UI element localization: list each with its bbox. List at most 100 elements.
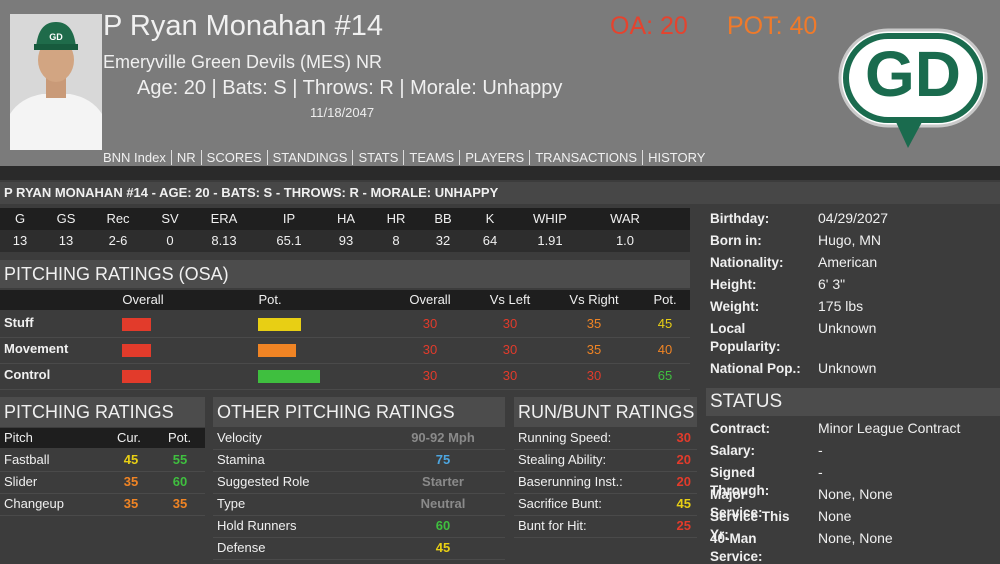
info-label: Major Service: [710, 487, 763, 520]
rating-label: Suggested Role [217, 474, 310, 489]
nav-link[interactable]: TEAMS [403, 150, 455, 165]
rating-value: 65 [657, 368, 673, 383]
nav-bar: BNN Index NR SCORES STANDINGS STATS TEAMS PLAY… [103, 150, 706, 165]
stat-value: 8.13 [211, 233, 237, 248]
info-label: Birthday: [710, 211, 770, 226]
rating-value: 30 [422, 342, 438, 357]
rating-value: 30 [422, 316, 438, 331]
info-label: Weight: [710, 299, 760, 314]
info-value: - [818, 442, 823, 458]
game-date: 11/18/2047 [310, 105, 375, 120]
portrait: GD [10, 14, 102, 150]
nav-link[interactable]: NR [170, 150, 196, 165]
rating-row: Movement 30 30 35 40 [0, 338, 690, 364]
info-value: None, None [818, 486, 893, 502]
info-label: Salary: [710, 443, 756, 458]
rating-label: Type [217, 496, 246, 511]
summary-bar: P RYAN MONAHAN #14 - AGE: 20 - BATS: S -… [0, 182, 1000, 204]
column-header: Overall [409, 292, 451, 307]
rating-bar [258, 318, 301, 331]
potential-rating: POT: 40 [727, 12, 818, 40]
stat-value: 8 [392, 233, 400, 248]
info-row: Height: 6' 3" [706, 274, 1000, 296]
rating-value: 30 [676, 430, 691, 445]
stat-value: 1.91 [537, 233, 563, 248]
info-row: Major Service: None, None [706, 484, 1000, 520]
stat-value: 32 [435, 233, 451, 248]
nav-link[interactable]: TRANSACTIONS [529, 150, 638, 165]
nav-link[interactable]: STANDINGS [266, 150, 348, 165]
rating-bar [122, 370, 151, 383]
panel-title: PITCHING RATINGS [0, 397, 205, 427]
rating-value: 30 [422, 368, 438, 383]
rating-value: 20 [676, 474, 691, 489]
rating-value: 35 [586, 316, 602, 331]
info-row: Salary: - [706, 440, 1000, 462]
stat-header: G [14, 211, 26, 226]
rating-label: Running Speed: [518, 430, 612, 445]
info-row: 40-Man Service: None, None [706, 528, 1000, 564]
info-row: Contract: Minor League Contract [706, 418, 1000, 440]
info-label: 40-Man Service: [710, 531, 763, 564]
player-info: Age: 20 | Bats: S | Throws: R | Morale: … [137, 77, 563, 99]
rating-row: Baserunning Inst.: 20 [514, 472, 697, 494]
rating-value: 35 [586, 342, 602, 357]
pitch-row: Changeup 35 35 [0, 494, 205, 516]
info-row: Service This Yr: None [706, 506, 1000, 542]
rating-row: Defense 45 [213, 538, 505, 560]
stat-header: BB [434, 211, 452, 226]
stat-header: GS [56, 211, 76, 226]
stat-value: 0 [166, 233, 174, 248]
rating-label: Movement [4, 341, 69, 356]
info-value: None, None [818, 530, 893, 546]
nav-link[interactable]: SCORES [200, 150, 262, 165]
cap-logo: GD [49, 32, 63, 42]
rating-row: Stuff 30 30 35 45 [0, 312, 690, 338]
rating-row: Bunt for Hit: 25 [514, 516, 697, 538]
info-label: Service This Yr: [710, 509, 790, 542]
team-logo: GD [838, 28, 988, 148]
stat-value: 13 [58, 233, 74, 248]
stat-header: ERA [210, 211, 238, 226]
overall-rating: OA: 20 [610, 12, 688, 40]
info-label: Contract: [710, 421, 770, 436]
column-header: Vs Right [569, 292, 619, 307]
pitch-row: Fastball 45 55 [0, 450, 205, 472]
info-row: Birthday: 04/29/2027 [706, 208, 1000, 230]
rating-label: Baserunning Inst.: [518, 474, 623, 489]
stat-header: WHIP [533, 211, 567, 226]
rating-bar [122, 318, 151, 331]
info-row: National Pop.: Unknown [706, 358, 1000, 380]
pitch-label: Fastball [4, 452, 50, 467]
pitch-label: Changeup [4, 496, 64, 511]
column-header: Vs Left [489, 292, 531, 307]
pitch-value: 45 [123, 452, 139, 467]
info-row: Nationality: American [706, 252, 1000, 274]
rating-value: 30 [502, 342, 518, 357]
rating-label: Control [4, 367, 51, 382]
info-value: - [818, 464, 823, 480]
stat-header: HR [386, 211, 406, 226]
rating-row: Running Speed: 30 [514, 428, 697, 450]
nav-link[interactable]: BNN Index [103, 150, 166, 165]
pitch-value: 60 [172, 474, 188, 489]
nav-link[interactable]: STATS [352, 150, 399, 165]
info-row: Signed Through: - [706, 462, 1000, 498]
team-name[interactable]: Emeryville Green Devils (MES) NR [103, 52, 383, 72]
stat-header: Rec [106, 211, 130, 226]
nav-link[interactable]: HISTORY [642, 150, 706, 165]
rating-bar [122, 344, 151, 357]
stat-value: 93 [338, 233, 354, 248]
column-header: Pitch [4, 430, 33, 445]
rating-value: 30 [502, 368, 518, 383]
rating-value: 75 [435, 452, 451, 467]
column-header: Pot. [258, 292, 282, 307]
nav-link[interactable]: PLAYERS [459, 150, 525, 165]
pitch-header-bg [0, 428, 205, 448]
info-value: American [818, 254, 878, 270]
stats-row-bg [0, 230, 690, 252]
rating-bar [258, 344, 296, 357]
rating-value: 30 [586, 368, 602, 383]
rating-row: Hold Runners 60 [213, 516, 505, 538]
